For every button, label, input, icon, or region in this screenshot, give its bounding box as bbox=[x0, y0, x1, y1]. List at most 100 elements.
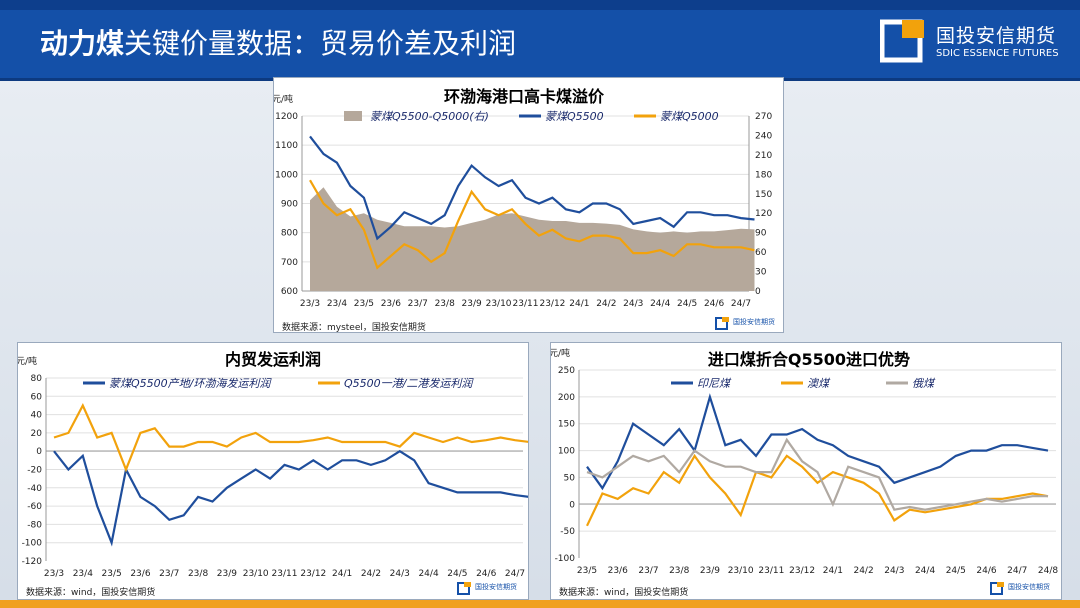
series-line-1 bbox=[586, 453, 1049, 527]
x-tick-label: 23/8 bbox=[435, 299, 455, 309]
legend-label: 蒙煤Q5500 bbox=[545, 110, 604, 123]
x-tick-label: 23/11 bbox=[758, 566, 784, 576]
small-logo-text: 国投安信期货 bbox=[733, 317, 775, 326]
small-logo-mark-icon bbox=[715, 317, 728, 330]
y-tick-label: 60 bbox=[31, 392, 43, 402]
x-tick-label: 24/2 bbox=[361, 569, 381, 579]
legend-swatch bbox=[344, 111, 362, 121]
chart-coal-premium: 环渤海港口高卡煤溢价元/吨120011001000900800700600270… bbox=[274, 87, 775, 332]
series-line-2 bbox=[309, 179, 755, 270]
legend-label: 蒙煤Q5500-Q5000(右) bbox=[370, 110, 489, 123]
y2-tick-label: 270 bbox=[755, 112, 772, 122]
series-line-2 bbox=[586, 437, 1048, 511]
y-tick-label: 1200 bbox=[275, 112, 298, 122]
legend-label: Q5500一港/二港发运利润 bbox=[344, 377, 474, 390]
y-tick-label: 20 bbox=[31, 429, 43, 439]
x-tick-label: 23/5 bbox=[102, 569, 122, 579]
y-tick-label: -100 bbox=[22, 539, 43, 549]
y-tick-label: 900 bbox=[281, 200, 298, 210]
x-tick-label: 24/2 bbox=[853, 566, 873, 576]
x-tick-label: 23/8 bbox=[188, 569, 208, 579]
header-accent bbox=[0, 0, 1080, 10]
x-tick-label: 24/6 bbox=[476, 569, 496, 579]
x-tick-label: 23/12 bbox=[539, 299, 565, 309]
x-tick-label: 24/4 bbox=[418, 569, 438, 579]
x-tick-label: 23/6 bbox=[608, 566, 628, 576]
x-tick-label: 23/9 bbox=[462, 299, 482, 309]
chart-panel-2: 内贸发运利润 元/吨 80 60 40 20 0 -20 -40 -60 -80 -100 -120 23… bbox=[17, 342, 529, 600]
y-tick-label: 600 bbox=[281, 287, 298, 297]
x-tick-label: 24/7 bbox=[731, 299, 751, 309]
y-axis-unit-label: 元/吨 bbox=[274, 93, 293, 105]
small-logo-text: 国投安信期货 bbox=[1008, 582, 1050, 591]
page-title: 动力煤关键价量数据：贸易价差及利润 bbox=[40, 22, 516, 62]
x-tick-label: 24/5 bbox=[946, 566, 966, 576]
y-tick-label: 100 bbox=[558, 447, 575, 457]
x-tick-label: 23/3 bbox=[44, 569, 64, 579]
x-tick-label: 24/3 bbox=[884, 566, 904, 576]
small-logo-text: 国投安信期货 bbox=[475, 582, 517, 591]
small-logo-accent-icon bbox=[722, 317, 729, 322]
x-tick-label: 24/1 bbox=[569, 299, 589, 309]
x-tick-label: 23/11 bbox=[513, 299, 539, 309]
company-logo: 国投安信期货 SDIC ESSENCE FUTURES bbox=[880, 16, 1070, 66]
x-tick-label: 23/11 bbox=[272, 569, 298, 579]
small-logo-icon: 国投安信期货 bbox=[990, 582, 1050, 595]
x-tick-label: 23/6 bbox=[130, 569, 150, 579]
y-tick-label: -40 bbox=[27, 484, 42, 494]
x-tick-label: 23/9 bbox=[217, 569, 237, 579]
x-tick-label: 24/2 bbox=[596, 299, 616, 309]
chart-title: 内贸发运利润 bbox=[225, 350, 321, 369]
y-tick-label: 1000 bbox=[275, 170, 298, 180]
chart-domestic-profit: 内贸发运利润元/吨806040200-20-40-60-80-100-12023… bbox=[18, 350, 528, 598]
series-line-1 bbox=[53, 402, 528, 473]
x-tick-label: 23/12 bbox=[300, 569, 326, 579]
y2-tick-label: 30 bbox=[755, 268, 767, 278]
page-title-bold: 动力煤 bbox=[40, 27, 125, 60]
y2-tick-label: 90 bbox=[755, 229, 767, 239]
page-title-rest: 关键价量数据：贸易价差及利润 bbox=[124, 27, 517, 60]
x-tick-label: 23/7 bbox=[159, 569, 179, 579]
small-logo-accent-icon bbox=[997, 582, 1004, 587]
small-logo-mark-icon bbox=[457, 582, 470, 595]
x-tick-label: 23/6 bbox=[381, 299, 401, 309]
y-tick-label: -60 bbox=[27, 502, 42, 512]
y-tick-label: 50 bbox=[564, 473, 576, 483]
x-tick-label: 23/12 bbox=[789, 566, 815, 576]
y2-tick-label: 210 bbox=[755, 151, 772, 161]
y2-tick-label: 150 bbox=[755, 190, 772, 200]
legend-label: 印尼煤 bbox=[697, 377, 732, 390]
y-tick-label: -100 bbox=[555, 554, 576, 564]
header-bar: 动力煤关键价量数据：贸易价差及利润 国投安信期货 SDIC ESSENCE FU… bbox=[0, 0, 1080, 81]
series-area-0 bbox=[310, 187, 755, 291]
x-tick-label: 24/4 bbox=[915, 566, 935, 576]
x-tick-label: 24/7 bbox=[1007, 566, 1027, 576]
small-logo-accent-icon bbox=[464, 582, 471, 587]
y2-tick-label: 120 bbox=[755, 209, 772, 219]
legend-label: 俄煤 bbox=[912, 377, 936, 390]
y-tick-label: -50 bbox=[560, 527, 575, 537]
x-tick-label: 23/4 bbox=[73, 569, 93, 579]
y-tick-label: -120 bbox=[22, 557, 43, 567]
logo-text-cn: 国投安信期货 bbox=[936, 25, 1057, 47]
x-tick-label: 23/5 bbox=[354, 299, 374, 309]
legend-label: 蒙煤Q5500产地/环渤海发运利润 bbox=[109, 377, 272, 390]
y-tick-label: -80 bbox=[27, 520, 42, 530]
y2-tick-label: 180 bbox=[755, 170, 772, 180]
x-tick-label: 23/8 bbox=[669, 566, 689, 576]
y-tick-label: 250 bbox=[558, 366, 575, 376]
source-note: 数据来源：wind，国投安信期货 bbox=[559, 586, 688, 598]
small-logo-icon: 国投安信期货 bbox=[715, 317, 775, 330]
y2-tick-label: 60 bbox=[755, 248, 767, 258]
series-line-0 bbox=[586, 393, 1049, 491]
logo-mark-icon bbox=[880, 19, 924, 63]
x-tick-label: 23/7 bbox=[638, 566, 658, 576]
source-note: 数据来源：wind，国投安信期货 bbox=[26, 586, 155, 598]
chart-panel-1: 环渤海港口高卡煤溢价 元/吨 1200 1100 1000 900 800 700 600 270… bbox=[273, 77, 784, 333]
chart-title: 环渤海港口高卡煤溢价 bbox=[444, 87, 605, 106]
x-tick-label: 24/4 bbox=[650, 299, 670, 309]
y2-tick-label: 240 bbox=[755, 131, 772, 141]
x-tick-label: 23/4 bbox=[327, 299, 347, 309]
small-logo-icon: 国投安信期货 bbox=[457, 582, 517, 595]
legend-label: 蒙煤Q5000 bbox=[660, 110, 719, 123]
